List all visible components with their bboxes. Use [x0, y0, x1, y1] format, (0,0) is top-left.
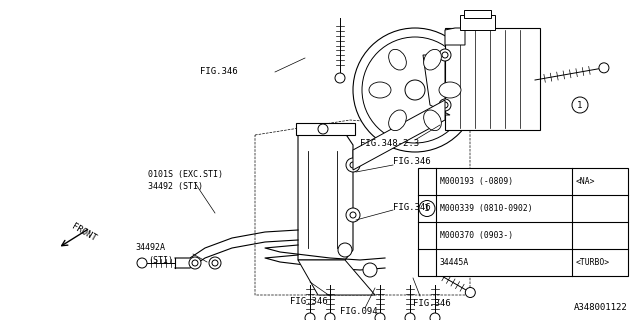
- Circle shape: [405, 80, 425, 100]
- Bar: [464, 10, 491, 18]
- Text: FIG.346: FIG.346: [290, 298, 328, 307]
- Text: FIG.346: FIG.346: [413, 299, 451, 308]
- Circle shape: [338, 243, 352, 257]
- Text: <NA>: <NA>: [576, 177, 595, 186]
- Circle shape: [212, 260, 218, 266]
- Text: FIG.346: FIG.346: [393, 203, 431, 212]
- Polygon shape: [298, 260, 375, 295]
- Circle shape: [362, 37, 468, 143]
- Text: FIG.348-2.3: FIG.348-2.3: [360, 139, 419, 148]
- Circle shape: [209, 257, 221, 269]
- Text: 34492A: 34492A: [135, 244, 165, 252]
- Circle shape: [405, 313, 415, 320]
- Circle shape: [439, 99, 451, 111]
- Text: <TURBO>: <TURBO>: [576, 258, 610, 267]
- Circle shape: [442, 102, 448, 108]
- Bar: [445, 28, 540, 130]
- Circle shape: [346, 158, 360, 172]
- Circle shape: [318, 124, 328, 134]
- Circle shape: [325, 313, 335, 320]
- Text: 34492 (STI): 34492 (STI): [148, 182, 203, 191]
- Text: M000339 (0810-0902): M000339 (0810-0902): [440, 204, 532, 213]
- Text: 1: 1: [424, 204, 429, 213]
- Text: (STI): (STI): [148, 255, 173, 265]
- Circle shape: [363, 263, 377, 277]
- Text: FIG.094: FIG.094: [340, 308, 378, 316]
- Bar: [460, 15, 495, 30]
- Text: FIG.346: FIG.346: [393, 157, 431, 166]
- Circle shape: [305, 313, 315, 320]
- Ellipse shape: [439, 82, 461, 98]
- Polygon shape: [353, 100, 445, 170]
- Text: FIG.346: FIG.346: [200, 68, 237, 76]
- Circle shape: [465, 287, 476, 298]
- Circle shape: [375, 313, 385, 320]
- Text: 1: 1: [577, 100, 582, 109]
- Ellipse shape: [369, 82, 391, 98]
- Circle shape: [335, 73, 345, 83]
- Text: A348001122: A348001122: [574, 303, 628, 312]
- Text: M000193 (-0809): M000193 (-0809): [440, 177, 513, 186]
- Circle shape: [189, 257, 201, 269]
- Circle shape: [350, 212, 356, 218]
- Text: 0101S (EXC.STI): 0101S (EXC.STI): [148, 171, 223, 180]
- Circle shape: [430, 313, 440, 320]
- Circle shape: [192, 260, 198, 266]
- Circle shape: [346, 208, 360, 222]
- Polygon shape: [445, 28, 465, 45]
- Circle shape: [439, 49, 451, 61]
- Ellipse shape: [424, 110, 442, 131]
- Circle shape: [350, 162, 356, 168]
- Text: FRONT: FRONT: [70, 222, 98, 244]
- Ellipse shape: [388, 49, 406, 70]
- Text: M000370 (0903-): M000370 (0903-): [440, 231, 513, 240]
- Polygon shape: [298, 133, 353, 260]
- Circle shape: [137, 258, 147, 268]
- Ellipse shape: [388, 110, 406, 131]
- Bar: [418, 168, 628, 276]
- Circle shape: [599, 63, 609, 73]
- Polygon shape: [423, 55, 450, 115]
- Circle shape: [572, 97, 588, 113]
- Text: 34445A: 34445A: [440, 258, 469, 267]
- Circle shape: [353, 28, 477, 152]
- Ellipse shape: [424, 49, 442, 70]
- Circle shape: [419, 201, 435, 217]
- Circle shape: [442, 52, 448, 58]
- Bar: [296, 123, 355, 135]
